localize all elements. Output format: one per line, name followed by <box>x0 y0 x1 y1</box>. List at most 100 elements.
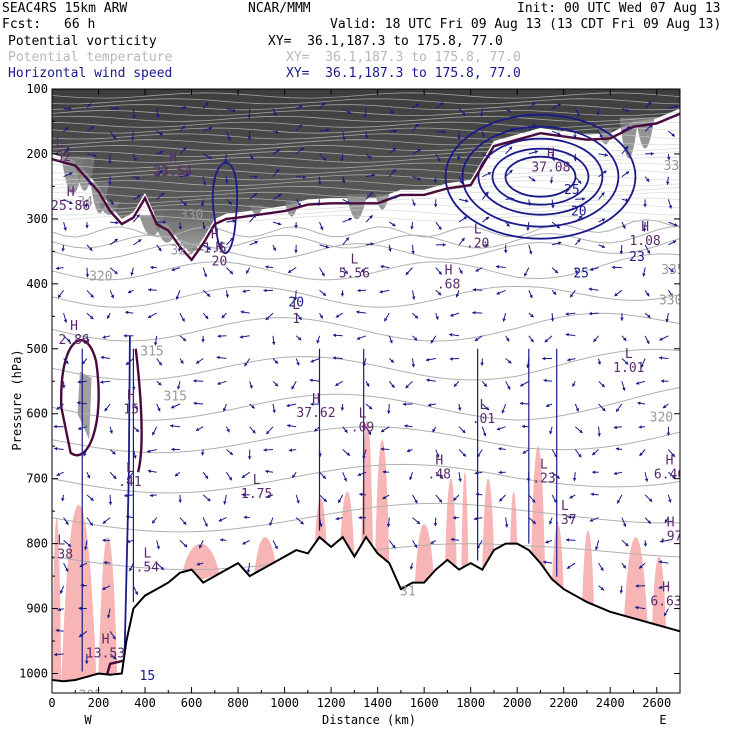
wind-vector-head <box>532 520 536 524</box>
wind-vector-head <box>175 296 180 300</box>
wind-vector-head <box>364 135 369 139</box>
wind-vector-head <box>433 523 438 527</box>
wind-vector-head <box>648 101 652 105</box>
wind-vector-head <box>646 292 650 297</box>
wind-vector-head <box>343 478 347 482</box>
wind-vector-head <box>433 180 438 184</box>
pink-shading <box>98 537 118 675</box>
wind-vector-head <box>246 270 250 274</box>
wind-vector-head <box>457 407 462 411</box>
wind-vector-head <box>159 131 163 135</box>
wind-vector-head <box>636 381 640 385</box>
wind-vector-head <box>178 499 182 503</box>
wind-vector-head <box>506 338 510 342</box>
wind-vector-head <box>65 360 69 364</box>
wind-vector-head <box>112 475 117 479</box>
wind-vector-head <box>263 288 267 293</box>
wind-vector-head <box>288 448 293 452</box>
wind-vector-head <box>250 155 254 160</box>
wind-vector-head <box>449 333 453 337</box>
wind-vector-head <box>300 147 304 151</box>
wind-vector-head <box>82 360 86 365</box>
wind-vector-head <box>638 425 642 429</box>
wind-vector-head <box>346 452 350 456</box>
isentrope-label: 330 <box>180 208 203 223</box>
wind-vector-head <box>465 199 469 203</box>
wind-vector-head <box>565 312 569 316</box>
extremum-value-label: .41 <box>118 475 141 490</box>
x-tick-label: 2400 <box>596 696 625 710</box>
wind-vector-head <box>577 180 582 184</box>
wind-vector-head <box>459 180 463 184</box>
wind-vector-head <box>300 521 304 525</box>
wind-vector-head <box>108 160 112 164</box>
wind-vector-head <box>90 497 94 501</box>
extremum-type-label: L <box>57 534 65 549</box>
wind-vector-head <box>317 181 322 185</box>
wind-vector-head <box>635 605 639 610</box>
wind-vector-head <box>509 169 513 174</box>
wind-vector-head <box>130 272 134 276</box>
wind-vector-head <box>417 148 422 153</box>
wind-vector-head <box>551 157 556 162</box>
wind-vector-head <box>506 223 510 227</box>
wind-vector-head <box>601 383 605 388</box>
wind-vector-head <box>507 386 511 390</box>
wind-vector-head <box>147 469 152 474</box>
wind-vector-head <box>392 544 396 549</box>
wind-vector-head <box>183 521 187 525</box>
wind-vector-head <box>148 314 152 318</box>
wind-vector-head <box>265 469 269 474</box>
isentrope-line <box>52 463 680 494</box>
wind-vector-head <box>148 288 152 292</box>
wind-vector-head <box>430 540 434 544</box>
wind-vector-head <box>660 539 664 543</box>
wind-vector-head <box>193 401 197 406</box>
wind-vector-head <box>557 132 561 136</box>
wind-vector-head <box>521 424 525 429</box>
wind-vector-head <box>275 130 279 134</box>
wind-vector-head <box>674 223 678 227</box>
isentrope-label: 325 <box>171 244 194 259</box>
pv-contour <box>134 348 143 473</box>
wind-vector-head <box>596 112 601 116</box>
wind-vector-head <box>601 192 605 196</box>
wind-speed-contour <box>477 137 604 216</box>
wind-vector-head <box>508 146 513 150</box>
wind-vector-head <box>114 270 118 274</box>
wind-vector-head <box>550 318 555 322</box>
wind-vector-head <box>593 338 597 342</box>
wind-vector-head <box>103 560 107 565</box>
wind-vector-head <box>498 470 502 475</box>
wind-vector-head <box>404 424 408 428</box>
wind-vector-head <box>112 135 116 140</box>
wind-vector-head <box>66 338 71 342</box>
wind-vector-head <box>56 472 60 476</box>
wind-vector-head <box>56 266 60 270</box>
wind-vector-head <box>77 401 81 405</box>
wind-vector-head <box>415 123 419 128</box>
wind-vector-head <box>67 543 72 547</box>
wind-vector-head <box>440 102 444 106</box>
wind-vector-head <box>240 310 244 314</box>
wind-vector-head <box>242 541 246 545</box>
wind-vector-head <box>592 451 596 456</box>
wind-vector-head <box>549 521 553 525</box>
extremum-value-label: .23 <box>532 472 555 487</box>
wind-vector-head <box>637 401 641 406</box>
wind-vector-head <box>553 499 557 503</box>
extremum-value-label: .97 <box>659 529 682 544</box>
wind-vector-head <box>473 516 477 521</box>
wind-vector-head <box>178 226 183 230</box>
wind-vector-head <box>224 159 228 163</box>
wind-vector-head <box>379 289 383 294</box>
wind-vector-head <box>455 293 460 298</box>
wind-vector-head <box>658 560 662 564</box>
wind-vector-head <box>589 518 594 522</box>
wind-vector-head <box>544 338 549 343</box>
wind-vector-head <box>251 405 255 409</box>
wind-vector-head <box>601 244 605 248</box>
wind-vector-head <box>528 251 533 255</box>
wind-vector-head <box>496 427 501 431</box>
wind-vector-head <box>171 447 175 452</box>
